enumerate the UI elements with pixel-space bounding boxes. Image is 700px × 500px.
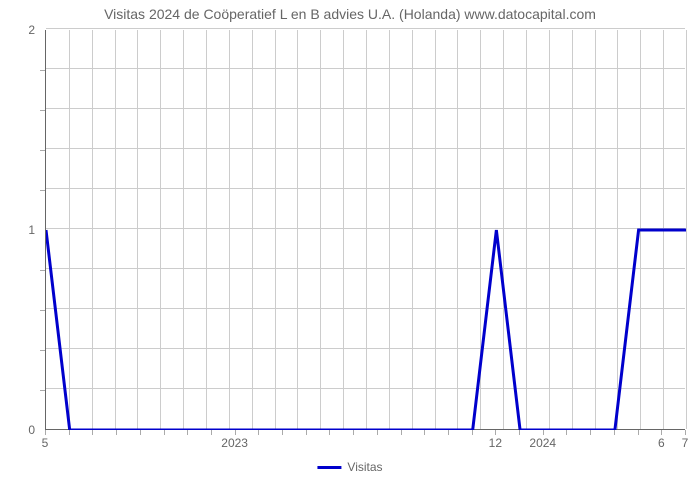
y-tick-label: 2 [0,23,35,37]
x-tick-label: 5 [42,436,49,450]
x-tick-label: 2023 [221,436,248,450]
legend: Visitas [317,460,382,474]
series-line [46,30,686,430]
x-tick-label: 7 [682,436,689,450]
legend-swatch [317,466,341,469]
chart-title: Visitas 2024 de Coöperatief L en B advie… [0,6,700,22]
x-tick-label: 2024 [529,436,556,450]
legend-label: Visitas [347,460,382,474]
x-tick-label: 12 [489,436,502,450]
plot-area [45,30,685,430]
x-tick-label: 6 [658,436,665,450]
y-tick-label: 0 [0,423,35,437]
chart-container: Visitas 2024 de Coöperatief L en B advie… [0,0,700,500]
y-tick-label: 1 [0,223,35,237]
